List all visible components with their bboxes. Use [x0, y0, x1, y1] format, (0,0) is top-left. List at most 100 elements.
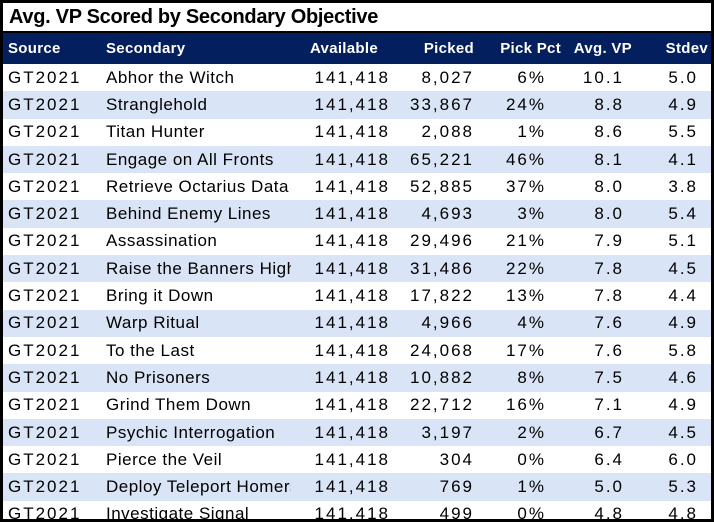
- cell-avg-vp: 8.8: [563, 91, 636, 119]
- cell-picked: 17,822: [391, 282, 476, 310]
- column-header-source: Source: [3, 33, 100, 64]
- cell-picked: 304: [391, 446, 476, 474]
- table-row: GT2021 Deploy Teleport Homers 141,418 76…: [3, 473, 711, 501]
- cell-source: GT2021: [3, 336, 100, 365]
- cell-source: GT2021: [3, 200, 100, 228]
- cell-available: 141,418: [291, 336, 391, 365]
- table-row: GT2021 No Prisoners 141,418 10,882 8% 7.…: [3, 364, 711, 392]
- cell-stdev: 4.5: [636, 418, 711, 447]
- cell-picked: 31,486: [391, 255, 476, 283]
- column-header-picked: Picked: [391, 33, 476, 64]
- cell-picked: 4,693: [391, 200, 476, 228]
- cell-source: GT2021: [3, 418, 100, 447]
- cell-available: 141,418: [291, 418, 391, 447]
- cell-pick-pct: 2%: [476, 418, 563, 447]
- table-row: GT2021 Investigate Signal 141,418 499 0%…: [3, 500, 711, 519]
- table-header: Source Secondary Available Picked Pick P…: [3, 33, 711, 64]
- cell-pick-pct: 0%: [476, 500, 563, 519]
- cell-pick-pct: 0%: [476, 446, 563, 474]
- cell-avg-vp: 8.0: [563, 173, 636, 201]
- cell-picked: 8,027: [391, 64, 476, 92]
- cell-stdev: 4.9: [636, 391, 711, 419]
- column-header-stdev: Stdev: [636, 33, 711, 64]
- cell-secondary: No Prisoners: [100, 364, 291, 392]
- table-row: GT2021 Warp Ritual 141,418 4,966 4% 7.6 …: [3, 309, 711, 337]
- cell-picked: 769: [391, 473, 476, 501]
- data-table: Source Secondary Available Picked Pick P…: [3, 33, 711, 519]
- table-row: GT2021 Grind Them Down 141,418 22,712 16…: [3, 391, 711, 419]
- cell-source: GT2021: [3, 91, 100, 119]
- cell-secondary: Pierce the Veil: [100, 446, 291, 474]
- cell-secondary: Stranglehold: [100, 91, 291, 119]
- cell-secondary: Warp Ritual: [100, 309, 291, 337]
- cell-source: GT2021: [3, 282, 100, 310]
- cell-picked: 2,088: [391, 118, 476, 146]
- cell-source: GT2021: [3, 391, 100, 419]
- table-row: GT2021 Abhor the Witch 141,418 8,027 6% …: [3, 64, 711, 92]
- table-row: GT2021 Stranglehold 141,418 33,867 24% 8…: [3, 91, 711, 119]
- cell-pick-pct: 1%: [476, 473, 563, 501]
- cell-source: GT2021: [3, 364, 100, 392]
- cell-stdev: 4.6: [636, 364, 711, 392]
- cell-pick-pct: 16%: [476, 391, 563, 419]
- table-body: GT2021 Abhor the Witch 141,418 8,027 6% …: [3, 64, 711, 519]
- cell-avg-vp: 5.0: [563, 473, 636, 501]
- cell-secondary: Psychic Interrogation: [100, 418, 291, 447]
- cell-secondary: To the Last: [100, 336, 291, 365]
- cell-secondary: Investigate Signal: [100, 500, 291, 519]
- cell-secondary: Engage on All Fronts: [100, 145, 291, 174]
- cell-stdev: 5.0: [636, 64, 711, 92]
- table-row: GT2021 Behind Enemy Lines 141,418 4,693 …: [3, 200, 711, 228]
- cell-available: 141,418: [291, 500, 391, 519]
- cell-avg-vp: 7.8: [563, 282, 636, 310]
- cell-pick-pct: 13%: [476, 282, 563, 310]
- cell-source: GT2021: [3, 473, 100, 501]
- cell-avg-vp: 6.7: [563, 418, 636, 447]
- table-row: GT2021 Bring it Down 141,418 17,822 13% …: [3, 282, 711, 310]
- cell-stdev: 5.1: [636, 227, 711, 256]
- table-row: GT2021 Pierce the Veil 141,418 304 0% 6.…: [3, 446, 711, 474]
- cell-available: 141,418: [291, 173, 391, 201]
- cell-pick-pct: 1%: [476, 118, 563, 146]
- cell-picked: 10,882: [391, 364, 476, 392]
- cell-picked: 65,221: [391, 145, 476, 174]
- cell-avg-vp: 8.1: [563, 145, 636, 174]
- cell-secondary: Bring it Down: [100, 282, 291, 310]
- cell-avg-vp: 7.1: [563, 391, 636, 419]
- cell-avg-vp: 6.4: [563, 446, 636, 474]
- column-header-pick-pct: Pick Pct: [476, 33, 563, 64]
- cell-picked: 3,197: [391, 418, 476, 447]
- table-row: GT2021 To the Last 141,418 24,068 17% 7.…: [3, 336, 711, 365]
- cell-available: 141,418: [291, 282, 391, 310]
- cell-source: GT2021: [3, 227, 100, 256]
- table-row: GT2021 Retrieve Octarius Data 141,418 52…: [3, 173, 711, 201]
- cell-picked: 29,496: [391, 227, 476, 256]
- cell-source: GT2021: [3, 64, 100, 92]
- cell-source: GT2021: [3, 173, 100, 201]
- cell-avg-vp: 7.9: [563, 227, 636, 256]
- cell-secondary: Raise the Banners High: [100, 255, 291, 283]
- cell-secondary: Abhor the Witch: [100, 64, 291, 92]
- cell-source: GT2021: [3, 500, 100, 519]
- cell-picked: 22,712: [391, 391, 476, 419]
- cell-secondary: Retrieve Octarius Data: [100, 173, 291, 201]
- column-header-secondary: Secondary: [100, 33, 291, 64]
- cell-stdev: 3.8: [636, 173, 711, 201]
- cell-secondary: Grind Them Down: [100, 391, 291, 419]
- cell-pick-pct: 3%: [476, 200, 563, 228]
- cell-available: 141,418: [291, 227, 391, 256]
- cell-stdev: 4.5: [636, 255, 711, 283]
- cell-available: 141,418: [291, 364, 391, 392]
- cell-available: 141,418: [291, 309, 391, 337]
- cell-picked: 52,885: [391, 173, 476, 201]
- cell-source: GT2021: [3, 255, 100, 283]
- cell-stdev: 4.4: [636, 282, 711, 310]
- cell-pick-pct: 24%: [476, 91, 563, 119]
- cell-stdev: 4.9: [636, 91, 711, 119]
- cell-available: 141,418: [291, 200, 391, 228]
- table-row: GT2021 Raise the Banners High 141,418 31…: [3, 255, 711, 283]
- cell-avg-vp: 7.5: [563, 364, 636, 392]
- cell-picked: 33,867: [391, 91, 476, 119]
- cell-stdev: 4.1: [636, 145, 711, 174]
